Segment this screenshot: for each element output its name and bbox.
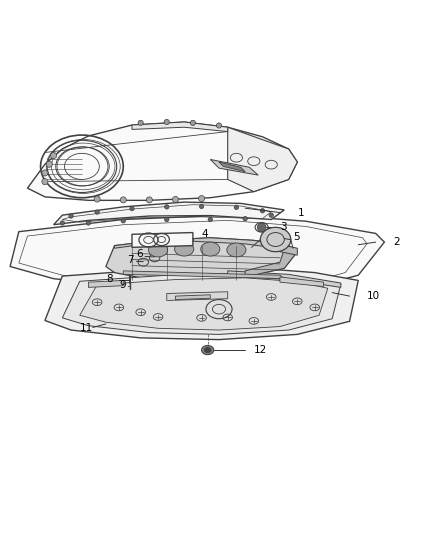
Ellipse shape xyxy=(94,196,100,202)
Ellipse shape xyxy=(69,214,73,218)
Ellipse shape xyxy=(152,255,157,261)
Text: 2: 2 xyxy=(393,237,400,247)
Ellipse shape xyxy=(260,208,265,213)
Polygon shape xyxy=(176,295,210,300)
Ellipse shape xyxy=(260,228,291,252)
Ellipse shape xyxy=(234,205,239,209)
Polygon shape xyxy=(123,271,284,279)
Ellipse shape xyxy=(86,221,91,225)
Text: 6: 6 xyxy=(136,249,143,260)
Polygon shape xyxy=(280,277,323,287)
Ellipse shape xyxy=(148,243,168,257)
Text: 10: 10 xyxy=(367,291,380,301)
Ellipse shape xyxy=(216,123,222,128)
Polygon shape xyxy=(167,292,228,301)
Ellipse shape xyxy=(208,217,212,222)
Polygon shape xyxy=(80,278,328,330)
Text: 5: 5 xyxy=(293,232,300,242)
Polygon shape xyxy=(106,238,297,280)
Ellipse shape xyxy=(50,152,57,158)
Ellipse shape xyxy=(42,170,48,176)
Polygon shape xyxy=(132,232,193,247)
Ellipse shape xyxy=(95,210,99,214)
Text: 1: 1 xyxy=(297,207,304,217)
Ellipse shape xyxy=(130,206,134,211)
Ellipse shape xyxy=(257,223,266,232)
Polygon shape xyxy=(62,273,341,334)
Polygon shape xyxy=(28,122,297,200)
Polygon shape xyxy=(219,162,245,172)
Ellipse shape xyxy=(60,221,64,225)
Ellipse shape xyxy=(198,196,205,201)
Ellipse shape xyxy=(201,242,220,256)
Text: 8: 8 xyxy=(106,273,113,284)
Polygon shape xyxy=(132,122,228,132)
Ellipse shape xyxy=(138,120,143,125)
Polygon shape xyxy=(88,280,123,287)
Ellipse shape xyxy=(190,120,195,125)
Text: 7: 7 xyxy=(127,255,134,265)
Polygon shape xyxy=(245,246,297,277)
Ellipse shape xyxy=(269,213,273,217)
Polygon shape xyxy=(10,215,385,293)
Ellipse shape xyxy=(173,197,179,203)
Text: 11: 11 xyxy=(80,324,93,333)
Ellipse shape xyxy=(121,219,125,223)
Polygon shape xyxy=(228,271,341,287)
Ellipse shape xyxy=(164,119,170,125)
Ellipse shape xyxy=(146,197,152,203)
Ellipse shape xyxy=(42,179,48,184)
Text: 4: 4 xyxy=(201,229,208,239)
Text: 3: 3 xyxy=(280,222,286,232)
Polygon shape xyxy=(115,238,289,249)
Polygon shape xyxy=(210,159,258,175)
Ellipse shape xyxy=(227,243,246,257)
Polygon shape xyxy=(53,202,284,225)
Ellipse shape xyxy=(199,204,204,208)
Polygon shape xyxy=(271,243,297,255)
Ellipse shape xyxy=(165,217,169,222)
Ellipse shape xyxy=(243,216,247,221)
Text: 9: 9 xyxy=(119,280,126,290)
Polygon shape xyxy=(45,268,358,340)
Ellipse shape xyxy=(165,205,169,209)
Ellipse shape xyxy=(175,242,194,256)
Ellipse shape xyxy=(201,345,214,354)
Ellipse shape xyxy=(204,348,211,353)
Ellipse shape xyxy=(120,197,126,203)
Ellipse shape xyxy=(141,260,146,265)
Text: 12: 12 xyxy=(254,345,267,355)
Ellipse shape xyxy=(46,161,52,167)
Polygon shape xyxy=(228,127,297,192)
